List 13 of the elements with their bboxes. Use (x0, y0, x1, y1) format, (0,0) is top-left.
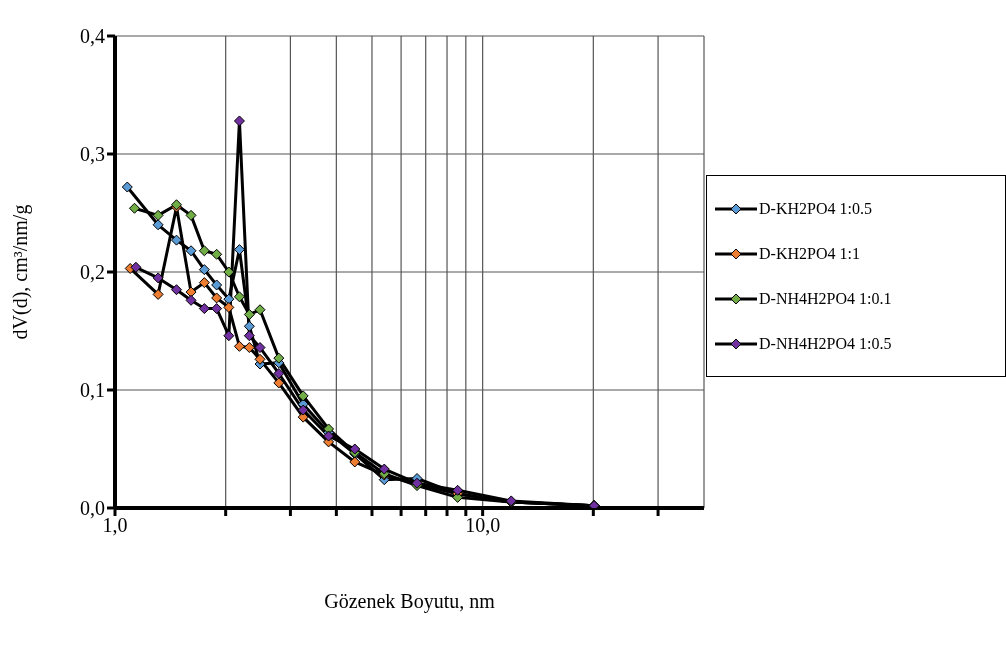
y-tick-label: 0,2 (80, 261, 105, 284)
y-axis-title: dV(d), cm³/nm/g (9, 204, 33, 340)
legend-label: D-KH2PO4 1:0.5 (759, 199, 872, 218)
x-tick-label: 10,0 (465, 514, 501, 537)
y-tick-label: 0,4 (80, 25, 105, 48)
legend-label: D-KH2PO4 1:1 (759, 244, 860, 263)
legend-label: D-NH4H2PO4 1:0.1 (759, 289, 892, 308)
legend-label: D-NH4H2PO4 1:0.5 (759, 334, 892, 353)
x-tick-label: 1,0 (102, 514, 128, 537)
x-axis-title: Gözenek Boyutu, nm (324, 590, 496, 613)
y-tick-label: 0,3 (80, 143, 105, 166)
y-tick-label: 0,1 (80, 379, 105, 402)
y-tick-label: 0,0 (80, 497, 105, 520)
